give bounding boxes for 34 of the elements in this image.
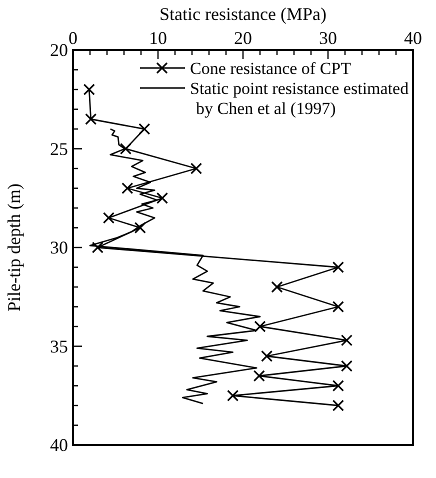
y-tick-label: 25 — [50, 138, 68, 159]
x-axis-title: Static resistance (MPa) — [160, 4, 326, 24]
point — [271, 281, 283, 293]
point — [102, 212, 114, 224]
point — [190, 162, 202, 174]
point — [253, 370, 265, 382]
point — [134, 222, 146, 234]
y-tick-label: 35 — [50, 336, 68, 356]
legend-label: Static point resistance estimated by Chen et al (1997) — [190, 79, 410, 118]
point — [120, 142, 132, 155]
y-tick-label: 40 — [50, 435, 68, 455]
x-tick-label: 0 — [68, 28, 78, 48]
y-axis-title: Pile-tip depth (m) — [4, 184, 24, 312]
point — [85, 113, 97, 125]
point — [156, 192, 168, 204]
point — [254, 320, 266, 332]
x-tick-label: 10 — [149, 28, 167, 48]
x-tick-label: 20 — [234, 28, 252, 48]
point — [332, 380, 344, 392]
point — [332, 300, 344, 313]
x-tick-label: 30 — [319, 28, 337, 48]
point — [332, 261, 344, 274]
point — [92, 242, 104, 254]
point — [83, 84, 95, 96]
point — [261, 350, 273, 362]
y-tick-label: 30 — [50, 238, 68, 258]
legend-label: Cone resistance of CPT — [190, 59, 352, 78]
point — [122, 182, 134, 194]
point — [138, 123, 150, 135]
point — [340, 360, 352, 372]
point — [340, 334, 352, 346]
point — [332, 400, 344, 412]
x-tick-label: 40 — [404, 28, 422, 48]
point — [227, 390, 239, 402]
